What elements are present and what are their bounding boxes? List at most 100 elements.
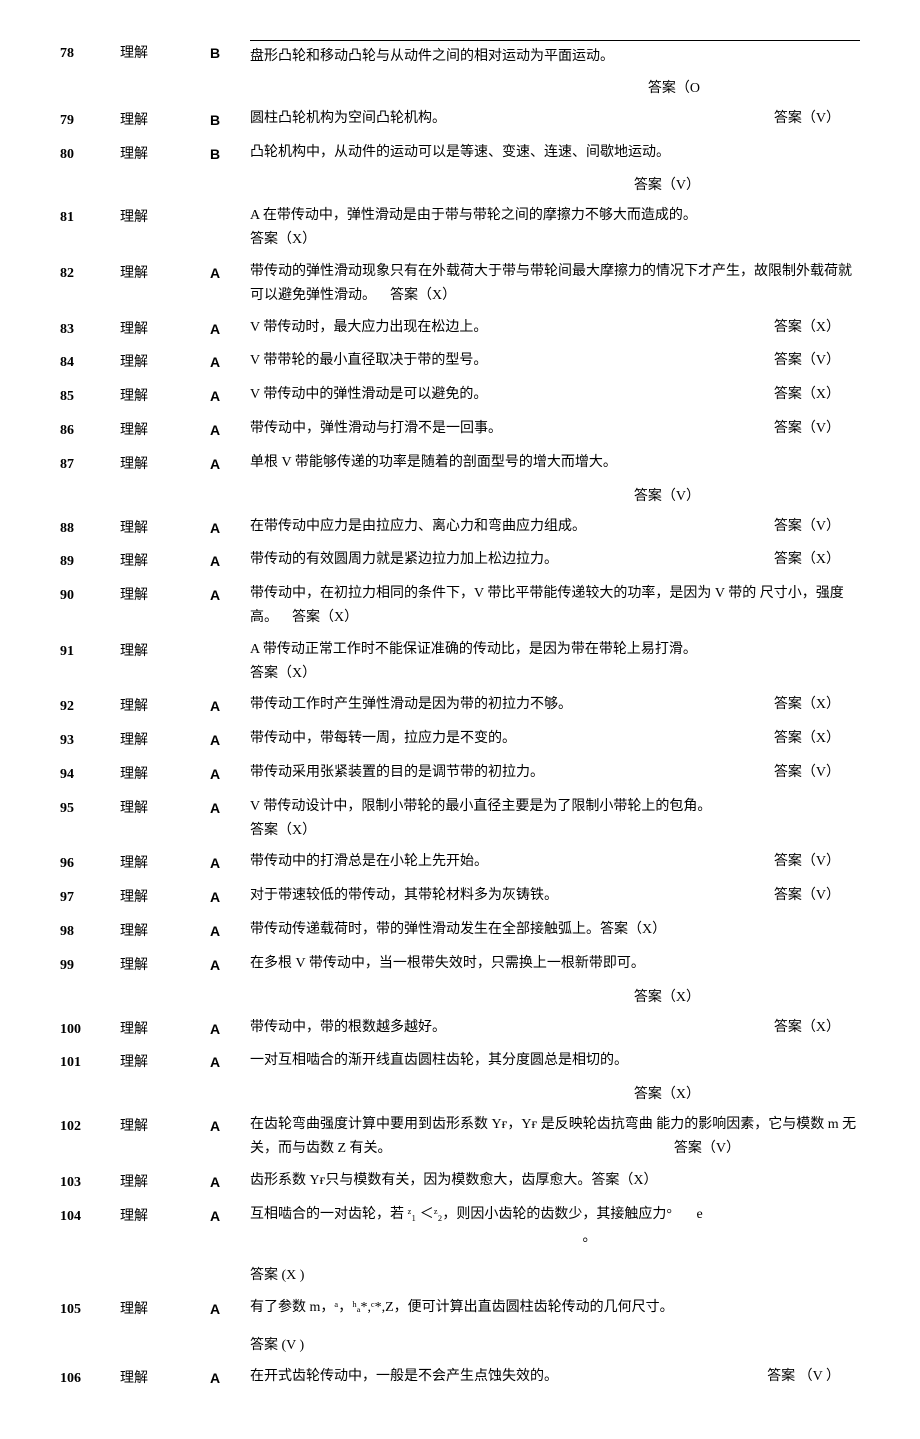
difficulty-grade: A [210, 884, 250, 910]
answer: 答案（X） [591, 1173, 657, 1188]
question-content: V 带传动设计中，限制小带轮的最小直径主要是为了限制小带轮上的包角。答案（X） [250, 795, 860, 843]
difficulty-grade [210, 638, 250, 640]
difficulty-grade: A [210, 260, 250, 286]
answer: 答案（X） [600, 922, 666, 937]
question-number: 106 [60, 1365, 120, 1391]
question-number: 80 [60, 141, 120, 167]
question-content: V 带传动中的弹性滑动是可以避免的。答案（X） [250, 383, 860, 407]
question-row: 98理解A带传动传递载荷时，带的弹性滑动发生在全部接触弧上。答案（X） [60, 918, 860, 944]
question-number: 105 [60, 1296, 120, 1322]
cognitive-level: 理解 [120, 417, 210, 443]
answer: 答案（X） [390, 288, 456, 303]
question-row: 86理解A带传动中，弹性滑动与打滑不是一回事。答案（V） [60, 417, 860, 443]
question-row: 101理解A一对互相啮合的渐开线直齿圆柱齿轮，其分度圆总是相切的。 [60, 1049, 860, 1075]
difficulty-grade: A [210, 795, 250, 821]
difficulty-grade: B [210, 40, 250, 66]
difficulty-grade: B [210, 141, 250, 167]
question-text: 在多根 V 带传动中，当一根带失效时，只需换上一根新带即可。 [250, 956, 645, 971]
question-content: 在齿轮弯曲强度计算中要用到齿形系数 Yғ，Yғ 是反映轮齿抗弯曲 能力的影响因素… [250, 1113, 860, 1161]
difficulty-grade: A [210, 727, 250, 753]
question-number: 95 [60, 795, 120, 821]
question-content: 带传动传递载荷时，带的弹性滑动发生在全部接触弧上。答案（X） [250, 918, 860, 942]
question-row: 91理解A 带传动正常工作时不能保证准确的传动比，是因为带在带轮上易打滑。答案（… [60, 638, 860, 686]
question-number: 100 [60, 1016, 120, 1042]
question-number: 87 [60, 451, 120, 477]
difficulty-grade: A [210, 952, 250, 978]
cognitive-level: 理解 [120, 349, 210, 375]
question-text: A 在带传动中，弹性滑动是由于带与带轮之间的摩擦力不够大而造成的。 [250, 208, 697, 223]
question-text: 对于带速较低的带传动，其带轮材料多为灰铸铁。 [250, 888, 558, 903]
question-content: 带传动中的打滑总是在小轮上先开始。答案（V） [250, 850, 860, 874]
answer: 答案（V） [774, 107, 840, 131]
difficulty-grade: A [210, 383, 250, 409]
question-text: 带传动的有效圆周力就是紧边拉力加上松边拉力。 [250, 552, 558, 567]
question-text: V 带传动时，最大应力出现在松边上。 [250, 320, 487, 335]
question-text: 带传动中的打滑总是在小轮上先开始。 [250, 854, 488, 869]
question-row: 100理解A带传动中，带的根数越多越好。答案（X） [60, 1016, 860, 1042]
answer: 答案（V） [674, 1137, 740, 1161]
question-row: 95理解AV 带传动设计中，限制小带轮的最小直径主要是为了限制小带轮上的包角。答… [60, 795, 860, 843]
cognitive-level: 理解 [120, 40, 210, 66]
difficulty-grade: B [210, 107, 250, 133]
difficulty-grade: A [210, 1049, 250, 1075]
question-content: 带传动工作时产生弹性滑动是因为带的初拉力不够。 答案（X） [250, 693, 860, 717]
cognitive-level: 理解 [120, 1296, 210, 1322]
cognitive-level: 理解 [120, 727, 210, 753]
answer: 答案（V） [774, 417, 840, 441]
cognitive-level: 理解 [120, 850, 210, 876]
question-number: 99 [60, 952, 120, 978]
question-content: 盘形凸轮和移动凸轮与从动件之间的相对运动为平面运动。 [250, 40, 860, 69]
difficulty-grade: A [210, 1113, 250, 1139]
question-content: V 带传动时，最大应力出现在松边上。答案（X） [250, 316, 860, 340]
difficulty-grade: A [210, 582, 250, 608]
cognitive-level: 理解 [120, 761, 210, 787]
question-text: 凸轮机构中，从动件的运动可以是等速、变速、连速、间歇地运动。 [250, 145, 670, 160]
question-content: 对于带速较低的带传动，其带轮材料多为灰铸铁。答案（V） [250, 884, 860, 908]
question-content: A 带传动正常工作时不能保证准确的传动比，是因为带在带轮上易打滑。答案（X） [250, 638, 860, 686]
question-row: 80理解B凸轮机构中，从动件的运动可以是等速、变速、连速、间歇地运动。 [60, 141, 860, 167]
question-row: 83理解AV 带传动时，最大应力出现在松边上。答案（X） [60, 316, 860, 342]
question-row: 97理解A对于带速较低的带传动，其带轮材料多为灰铸铁。答案（V） [60, 884, 860, 910]
answer: 答案（X） [774, 548, 840, 572]
question-content: 带传动采用张紧装置的目的是调节带的初拉力。答案（V） [250, 761, 860, 785]
answer: 答案（X） [250, 819, 860, 843]
answer: 答案（X） [774, 693, 840, 717]
difficulty-grade: A [210, 1203, 250, 1229]
answer: 答案（V） [774, 349, 840, 373]
question-content: 互相啮合的一对齿轮，若 ᶻ₁ ＜ᶻ₂，则因小齿轮的齿数少，其接触应力° e 。答… [250, 1203, 860, 1288]
cognitive-level: 理解 [120, 141, 210, 167]
cognitive-level: 理解 [120, 582, 210, 608]
difficulty-grade: A [210, 1296, 250, 1322]
question-number: 82 [60, 260, 120, 286]
question-row: 90理解A带传动中，在初拉力相同的条件下，V 带比平带能传递较大的功率，是因为 … [60, 582, 860, 630]
cognitive-level: 理解 [120, 638, 210, 664]
question-content: A 在带传动中，弹性滑动是由于带与带轮之间的摩擦力不够大而造成的。答案（X） [250, 204, 860, 252]
question-number: 92 [60, 693, 120, 719]
cognitive-level: 理解 [120, 383, 210, 409]
question-content: 带传动的有效圆周力就是紧边拉力加上松边拉力。 答案（X） [250, 548, 860, 572]
question-row: 106理解A在开式齿轮传动中，一般是不会产生点蚀失效的。答案 （V ） [60, 1365, 860, 1391]
question-number: 94 [60, 761, 120, 787]
question-number: 86 [60, 417, 120, 443]
question-number: 79 [60, 107, 120, 133]
cognitive-level: 理解 [120, 515, 210, 541]
question-text: 有了参数 m，ᵃ，ʰₐ*,ᶜ*,Z，便可计算出直齿圆柱齿轮传动的几何尺寸。 [250, 1300, 674, 1315]
question-text: 带传动的弹性滑动现象只有在外载荷大于带与带轮间最大摩擦力的情况下才产生，故限制外… [250, 264, 852, 303]
cognitive-level: 理解 [120, 260, 210, 286]
question-content: 一对互相啮合的渐开线直齿圆柱齿轮，其分度圆总是相切的。 [250, 1049, 860, 1073]
question-number: 93 [60, 727, 120, 753]
cognitive-level: 理解 [120, 1203, 210, 1229]
answer: 答案（X） [774, 727, 840, 751]
question-text: 单根 V 带能够传递的功率是随着的剖面型号的增大而增大。 [250, 455, 617, 470]
question-text: 在齿轮弯曲强度计算中要用到齿形系数 Yғ，Yғ 是反映轮齿抗弯曲 能力的影响因素… [250, 1117, 856, 1156]
question-number: 84 [60, 349, 120, 375]
difficulty-grade: A [210, 349, 250, 375]
question-text: 在带传动中应力是由拉应力、离心力和弯曲应力组成。 [250, 519, 586, 534]
question-text: 圆柱凸轮机构为空间凸轮机构。 [250, 111, 446, 126]
question-content: 圆柱凸轮机构为空间凸轮机构。 答案（V） [250, 107, 860, 131]
question-number: 104 [60, 1203, 120, 1229]
question-content: 带传动的弹性滑动现象只有在外载荷大于带与带轮间最大摩擦力的情况下才产生，故限制外… [250, 260, 860, 308]
question-text: 带传动工作时产生弹性滑动是因为带的初拉力不够。 [250, 697, 572, 712]
cognitive-level: 理解 [120, 1016, 210, 1042]
question-row: 104理解A互相啮合的一对齿轮，若 ᶻ₁ ＜ᶻ₂，则因小齿轮的齿数少，其接触应力… [60, 1203, 860, 1288]
